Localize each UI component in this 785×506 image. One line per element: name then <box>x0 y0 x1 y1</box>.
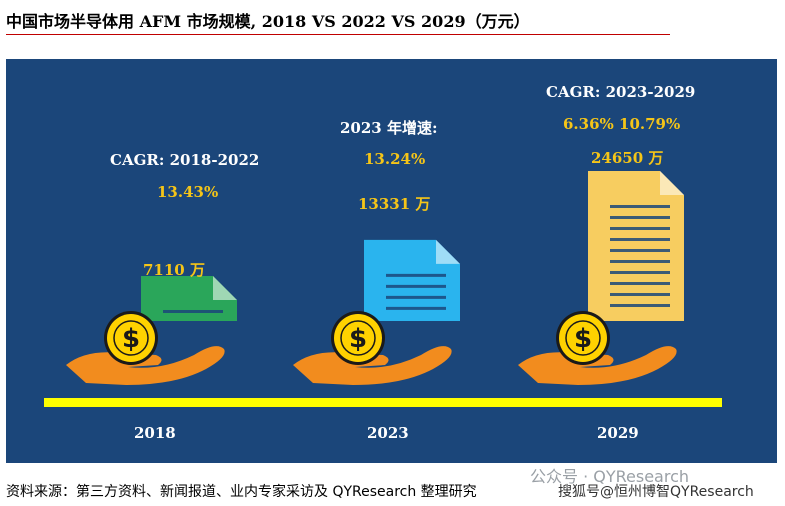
year-label-2029: 2029 <box>597 424 639 442</box>
document-icon <box>141 276 237 321</box>
cagr-2023-2029-label: CAGR: 2023-2029 <box>546 83 696 101</box>
cagr-2018-2022-value: 13.43% <box>157 183 219 201</box>
coin-icon: $ <box>331 311 385 365</box>
title-divider <box>6 34 670 35</box>
dollar-sign-icon: $ <box>349 324 367 354</box>
chart-graphics: $ $ $ <box>44 171 722 407</box>
coin-icon: $ <box>556 311 610 365</box>
document-icon <box>364 239 460 321</box>
hand-icon <box>293 346 452 385</box>
coin-icon: $ <box>104 311 158 365</box>
dollar-sign-icon: $ <box>122 324 140 354</box>
value-label-2018: 7110 万 <box>143 261 205 279</box>
dollar-sign-icon: $ <box>574 324 592 354</box>
chart-panel: $ $ $ CAGR: 2018-2022 13.43% 2023 年增速: 13.… <box>6 59 777 463</box>
page-title: 中国市场半导体用 AFM 市场规模, 2018 VS 2022 VS 2029（… <box>6 12 530 31</box>
hand-icon <box>66 346 225 385</box>
growth-2023-label: 2023 年增速: <box>340 119 438 137</box>
source-note: 资料来源：第三方资料、新闻报道、业内专家采访及 QYResearch 整理研究 <box>6 484 477 500</box>
watermark-line-2: 搜狐号@恒州博智QYResearch <box>558 484 754 500</box>
value-label-2029: 24650 万 <box>591 149 664 167</box>
bar-2029: $ <box>518 171 684 385</box>
baseline-bar <box>44 398 722 407</box>
bar-2018: $ <box>66 276 237 385</box>
cagr-2018-2022-label: CAGR: 2018-2022 <box>110 151 260 169</box>
cagr-2023-2029-value: 6.36% 10.79% <box>563 115 681 133</box>
value-label-2023: 13331 万 <box>358 195 431 213</box>
document-icon <box>588 171 684 321</box>
watermark-line-1: 公众号 · QYResearch <box>530 467 690 486</box>
growth-2023-value: 13.24% <box>364 150 426 168</box>
year-label-2018: 2018 <box>134 424 176 442</box>
bar-2023: $ <box>293 239 460 385</box>
year-label-2023: 2023 <box>367 424 409 442</box>
hand-icon <box>518 346 677 385</box>
